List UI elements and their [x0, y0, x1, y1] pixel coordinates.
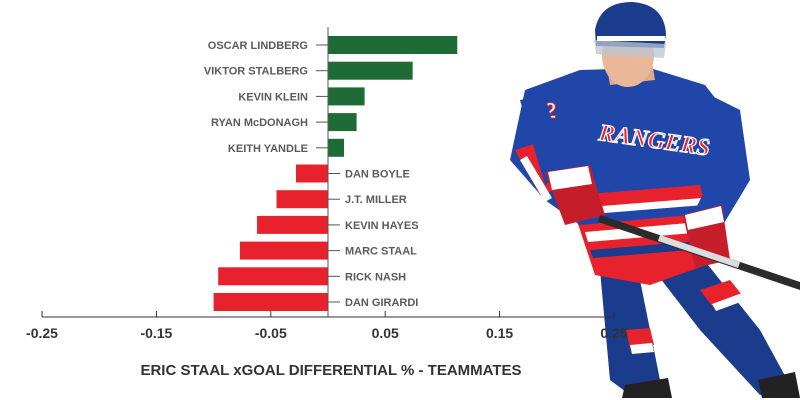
x-tick-label: 0.15 [486, 325, 513, 341]
bar-kevin-klein [328, 87, 365, 106]
hockey-player-photo-icon: RANGERS 12 [510, 2, 800, 398]
category-label: MARC STAAL [345, 246, 417, 258]
x-axis: -0.25 -0.15 -0.05 0.05 0.15 0.25 [26, 27, 628, 341]
x-tick-label: 0.25 [600, 325, 627, 341]
bar-marc-staal [239, 241, 328, 260]
x-tick-label: -0.05 [255, 325, 287, 341]
category-label: J.T. MILLER [345, 194, 407, 206]
bar-viktor-stalberg [328, 61, 413, 80]
category-label: RICK NASH [345, 271, 406, 283]
bar-j-t-miller [276, 190, 328, 209]
category-label: KEVIN KLEIN [238, 91, 308, 103]
category-label: KEITH YANDLE [228, 143, 308, 155]
bars [213, 36, 458, 311]
category-label: KEVIN HAYES [345, 220, 419, 232]
category-label: DAN GIRARDI [345, 297, 418, 309]
x-tick-label: -0.15 [140, 325, 172, 341]
x-tick-label: -0.25 [26, 325, 58, 341]
bar-ryan-mcdonagh [328, 113, 357, 132]
bar-keith-yandle [328, 138, 345, 157]
bar-dan-boyle [295, 164, 328, 183]
bar-dan-girardi [213, 293, 328, 311]
x-tick-label: 0.05 [372, 325, 399, 341]
category-label: OSCAR LINDBERG [208, 40, 308, 52]
bar-oscar-lindberg [328, 36, 458, 54]
category-label: RYAN McDONAGH [211, 117, 308, 129]
category-label: VIKTOR STALBERG [204, 66, 308, 78]
chart-title: ERIC STAAL xGOAL DIFFERENTIAL % - TEAMMA… [140, 362, 521, 379]
category-labels: OSCAR LINDBERG VIKTOR STALBERG KEVIN KLEIN… [204, 40, 419, 309]
category-label: DAN BOYLE [345, 169, 410, 181]
bar-rick-nash [218, 267, 328, 286]
bar-kevin-hayes [257, 215, 328, 234]
